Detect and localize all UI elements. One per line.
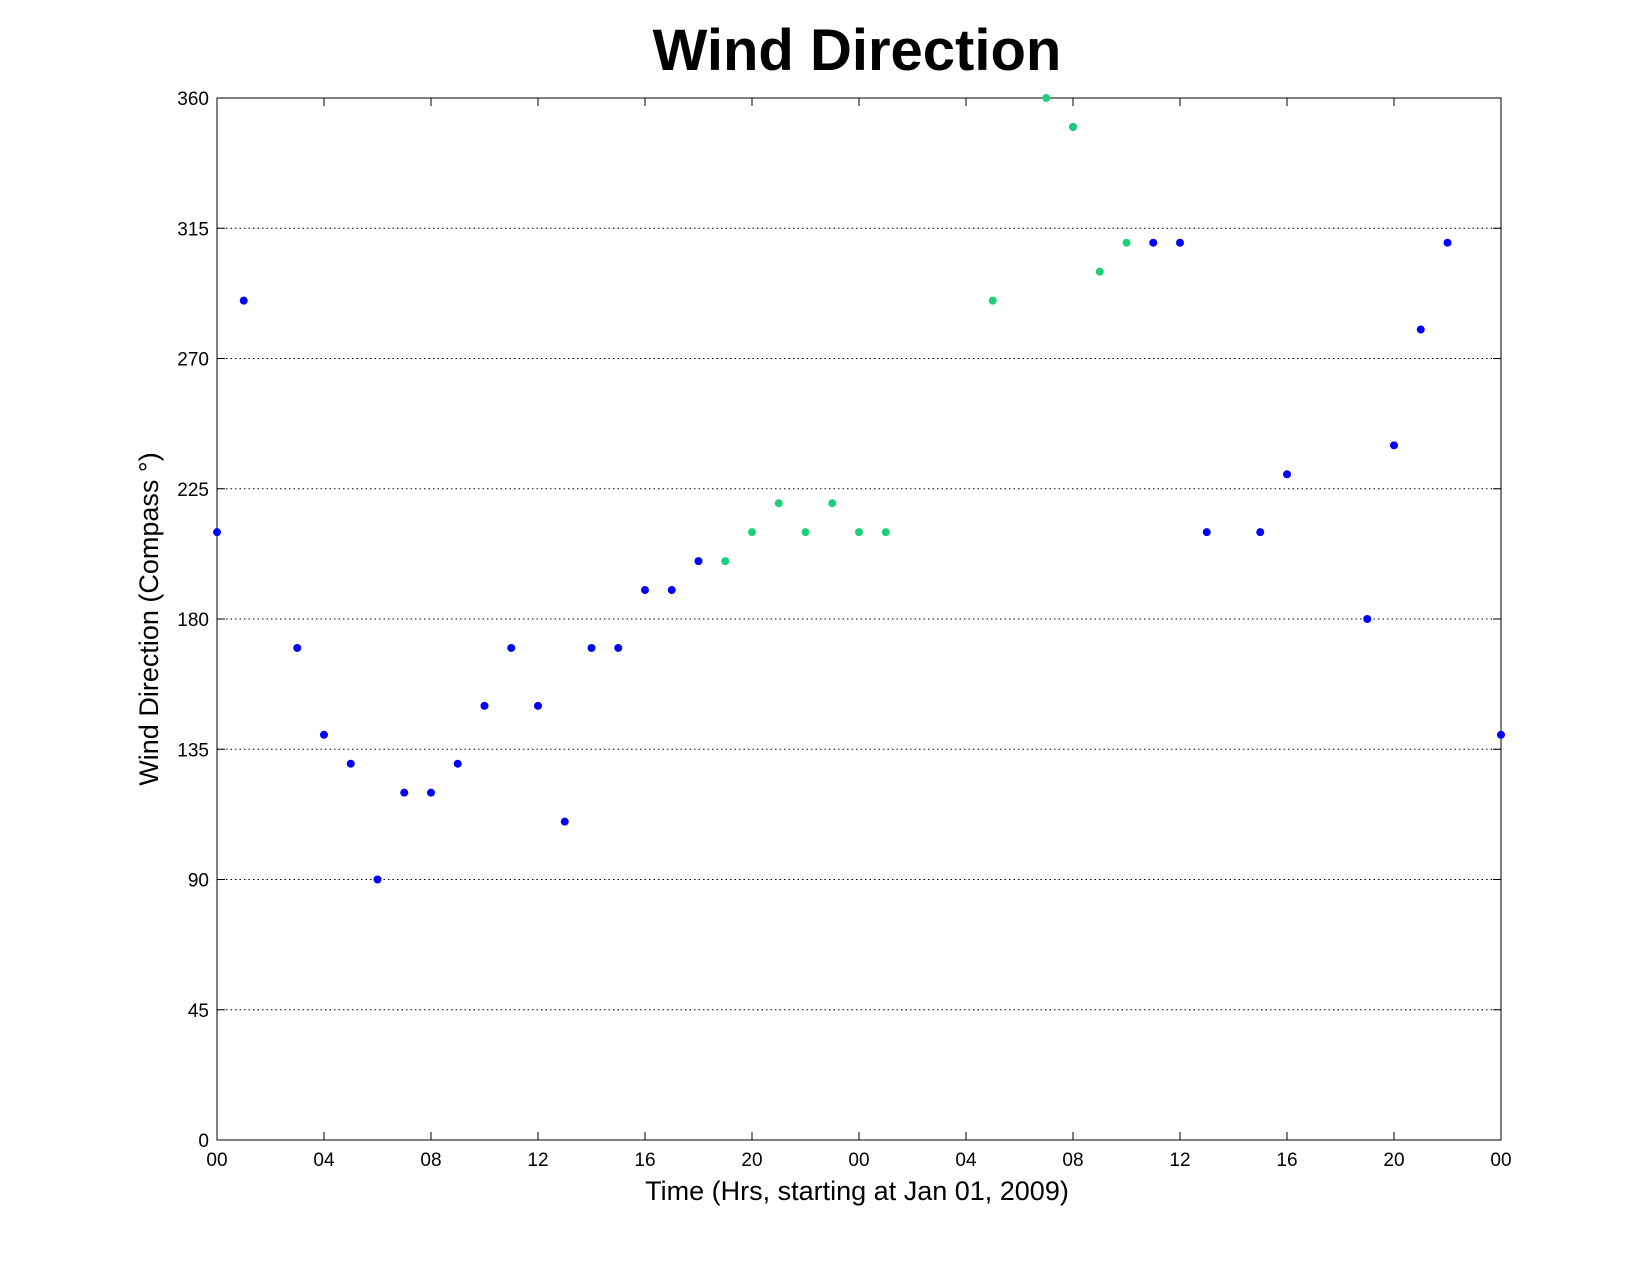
data-point	[239, 296, 248, 305]
data-point	[1497, 730, 1505, 739]
x-tick-label: 04	[955, 1150, 977, 1171]
x-tick-label: 08	[420, 1150, 441, 1171]
data-point	[694, 557, 703, 566]
data-point	[346, 759, 355, 768]
data-point	[320, 730, 328, 739]
data-point	[453, 759, 462, 768]
x-tick-label: 00	[206, 1150, 227, 1171]
data-point	[1416, 325, 1425, 334]
data-point	[801, 528, 810, 537]
x-tick-label: 00	[1490, 1150, 1511, 1171]
data-point	[560, 817, 569, 826]
x-tick-label: 00	[848, 1150, 869, 1171]
x-tick-label: 08	[1062, 1150, 1083, 1171]
data-point	[1390, 441, 1398, 450]
data-point	[1095, 267, 1104, 276]
x-tick-label: 16	[1276, 1150, 1297, 1171]
data-point	[534, 701, 542, 710]
data-point	[748, 528, 756, 537]
y-tick-label: 360	[177, 89, 209, 110]
data-point	[293, 643, 302, 652]
data-point	[427, 788, 435, 797]
data-point	[774, 499, 783, 508]
data-point	[1122, 238, 1131, 247]
data-point	[1069, 122, 1077, 131]
data-point	[1176, 238, 1184, 247]
plot-frame	[216, 97, 1502, 1141]
chart-title: Wind Direction	[653, 18, 1062, 83]
x-tick-label: 20	[741, 1150, 762, 1171]
data-point	[614, 643, 623, 652]
data-point	[667, 586, 676, 595]
data-point	[1042, 94, 1051, 102]
x-tick-label: 20	[1383, 1150, 1404, 1171]
y-tick-label: 90	[188, 871, 209, 892]
data-point	[587, 643, 596, 652]
data-point	[881, 528, 890, 537]
y-tick-label: 45	[188, 1001, 209, 1022]
y-tick-label: 225	[177, 480, 209, 501]
x-tick-label: 12	[1169, 1150, 1190, 1171]
data-point	[507, 643, 516, 652]
data-point	[213, 528, 221, 537]
y-tick-label: 0	[198, 1131, 209, 1152]
data-point	[988, 296, 997, 305]
data-point	[855, 528, 863, 537]
y-tick-label: 135	[177, 740, 209, 761]
y-tick-label: 180	[177, 610, 209, 631]
x-axis-label: Time (Hrs, starting at Jan 01, 2009)	[645, 1176, 1069, 1206]
data-point	[1149, 238, 1158, 247]
x-tick-label: 12	[527, 1150, 548, 1171]
y-axis-label: Wind Direction (Compass °)	[134, 452, 164, 785]
data-point	[480, 701, 489, 710]
x-tick-label: 16	[634, 1150, 655, 1171]
data-point	[1283, 470, 1291, 479]
data-point	[641, 586, 649, 595]
data-point	[373, 875, 382, 884]
y-tick-label: 315	[177, 219, 209, 240]
x-tick-label: 04	[313, 1150, 335, 1171]
data-point	[1202, 528, 1211, 537]
data-point	[1256, 528, 1265, 537]
data-point	[1443, 238, 1452, 247]
y-tick-label: 270	[177, 350, 209, 371]
data-point	[400, 788, 409, 797]
data-point	[1363, 615, 1372, 623]
data-point	[828, 499, 837, 508]
data-point	[721, 557, 730, 566]
